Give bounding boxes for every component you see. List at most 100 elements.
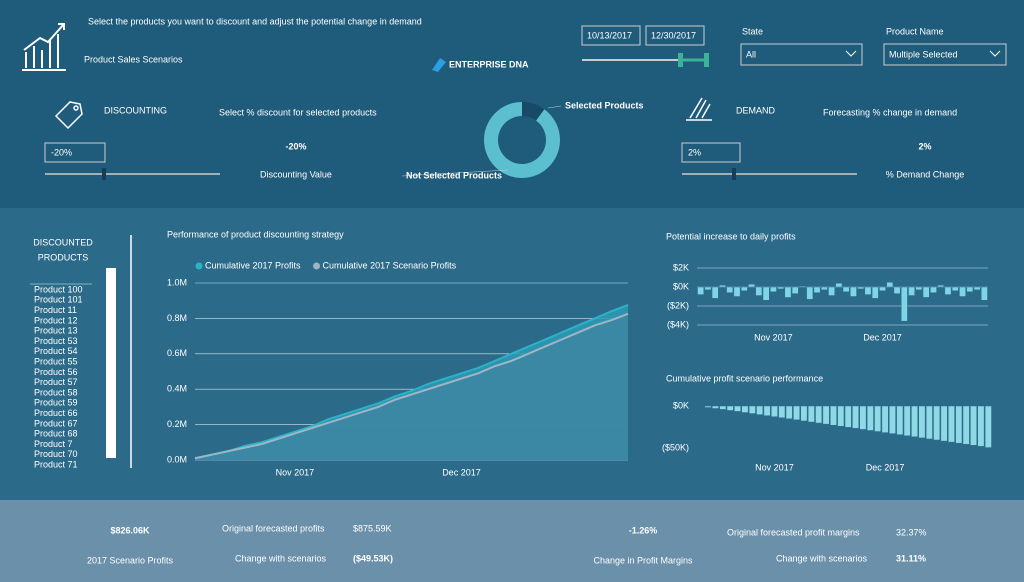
y-tick-label: 0.0M <box>167 454 187 464</box>
list-item[interactable]: Product 13 <box>34 326 78 336</box>
subtitle: Select the products you want to discount… <box>88 16 422 26</box>
y-tick-label: 0.2M <box>167 419 187 429</box>
brand: ENTERPRISE DNA <box>449 59 529 69</box>
bar <box>800 405 808 422</box>
bar <box>970 405 977 446</box>
bar <box>896 405 904 435</box>
kpi-label: Change with scenarios <box>235 553 327 563</box>
slider-thumb[interactable] <box>102 168 106 180</box>
bar <box>980 286 988 301</box>
bar <box>791 286 799 294</box>
bar <box>857 286 865 290</box>
bar <box>697 286 705 295</box>
bar <box>734 405 741 412</box>
list-item[interactable]: Product 53 <box>34 336 78 346</box>
pie-slice <box>484 102 560 179</box>
bar <box>777 286 785 290</box>
list-item[interactable]: Product 59 <box>34 398 78 408</box>
bar <box>813 286 821 293</box>
dropdown[interactable] <box>740 43 863 66</box>
bar <box>900 286 908 322</box>
bar <box>712 405 719 409</box>
date-input[interactable] <box>645 25 705 46</box>
list-item[interactable]: Product 101 <box>34 295 83 305</box>
leader-line <box>401 169 509 177</box>
kpi-label: Change with scenarios <box>776 553 868 563</box>
bar <box>977 405 985 447</box>
text-input[interactable] <box>681 142 741 163</box>
list-item[interactable]: Product 55 <box>34 356 78 366</box>
text-input[interactable] <box>44 142 106 163</box>
bar <box>784 286 792 298</box>
bar <box>807 405 815 423</box>
list-item[interactable]: Product 54 <box>34 346 78 356</box>
list-item[interactable]: Product 7 <box>34 439 73 449</box>
list-item[interactable]: Product 56 <box>34 367 78 377</box>
bar <box>893 286 901 294</box>
slider-thumb[interactable] <box>732 168 736 180</box>
bar <box>951 286 959 292</box>
list-item[interactable]: Product 58 <box>34 387 78 397</box>
slider-thumb[interactable] <box>678 53 683 67</box>
state-label: State <box>742 26 763 36</box>
bar <box>756 405 764 415</box>
bar <box>866 405 874 431</box>
bar <box>820 286 828 291</box>
list-item[interactable]: Product 70 <box>34 449 78 459</box>
kpi-label: Change in Profit Margins <box>593 555 693 565</box>
y-tick-label: 0.6M <box>167 348 187 358</box>
y-tick-label: ($2K) <box>667 300 689 310</box>
legend-marker <box>313 262 321 270</box>
list-item[interactable]: Product 66 <box>34 408 78 418</box>
list-item[interactable]: Product 67 <box>34 418 78 428</box>
y-tick-label: $0K <box>673 281 689 291</box>
kpi-value: $875.59K <box>353 523 392 533</box>
pie-label: Selected Products <box>565 100 644 110</box>
date-input[interactable] <box>581 25 641 46</box>
y-tick-label: 1.0M <box>167 277 187 287</box>
list-item[interactable]: Product 11 <box>34 305 77 315</box>
list-item[interactable]: Product 68 <box>34 429 78 439</box>
kpi-panel <box>0 500 1024 582</box>
kpi-value: -1.26% <box>629 525 658 535</box>
bar <box>864 286 872 295</box>
scrollbar[interactable] <box>106 268 116 458</box>
scroll-down: ˅ <box>108 444 113 454</box>
legend-marker <box>195 262 203 270</box>
bar <box>704 286 712 291</box>
bar <box>903 405 911 437</box>
slider-thumb[interactable] <box>704 53 709 67</box>
list-item[interactable]: Product 100 <box>34 284 83 294</box>
dropdown-value: All <box>746 49 756 59</box>
bar <box>830 405 837 426</box>
bar <box>871 286 879 299</box>
bar <box>842 286 850 292</box>
bar <box>959 286 966 297</box>
bar <box>922 286 930 298</box>
dropdown-arrow <box>845 50 857 57</box>
bar <box>915 286 923 291</box>
demand-icon <box>686 97 712 121</box>
bar <box>984 405 992 448</box>
bar <box>778 405 786 419</box>
list-item[interactable]: Product 12 <box>34 315 78 325</box>
bar <box>874 405 882 432</box>
bar <box>770 286 777 292</box>
list-item[interactable]: Product 71 <box>34 459 78 469</box>
y-tick-label: ($50K) <box>662 442 689 452</box>
y-tick-label: ($4K) <box>667 319 689 329</box>
bar <box>859 405 867 430</box>
bar <box>918 405 926 439</box>
list-item[interactable]: Product 57 <box>34 377 78 387</box>
bar <box>793 405 800 421</box>
bar <box>837 405 845 427</box>
legend-label: Cumulative 2017 Scenario Profits <box>323 260 457 270</box>
dropdown[interactable] <box>883 43 1007 66</box>
discounting-description: Select % discount for selected products <box>219 107 377 117</box>
bar <box>955 405 963 444</box>
kpi-label: Original forecasted profits <box>222 523 325 533</box>
kpi-value: $826.06K <box>110 525 150 535</box>
x-tick-label: Nov 2017 <box>755 462 794 472</box>
demand-description: Forecasting % change in demand <box>823 107 957 117</box>
